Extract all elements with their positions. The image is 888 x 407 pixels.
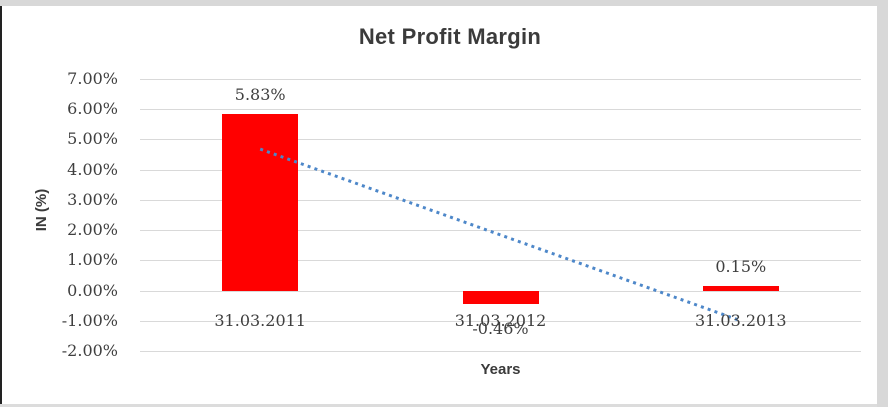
y-tick-label: 0.00% [67,280,118,300]
data-label: 5.83% [234,85,286,105]
gridline [140,79,861,80]
gridline [140,230,861,232]
bar-31.03.2013 [702,286,779,291]
chart-title: Net Profit Margin [358,24,542,49]
y-tick-label: 4.00% [67,159,118,179]
frame-top-strip [0,0,888,6]
frame-bottom-strip [0,404,877,407]
data-label: -0.46% [472,318,529,338]
y-tick-label: -1.00% [61,310,118,330]
plot-area: 5.83% 31.03.2011 -0.46% 31.03.2012 0.15% 31.0… [140,79,861,352]
y-tick-label: 7.00% [67,69,118,88]
bar-31.03.2011 [222,114,299,291]
gridline [140,139,861,141]
category-label: 31.03.2013 [694,310,787,330]
bar-31.03.2012 [462,290,539,305]
y-tick-label: 2.00% [67,220,118,240]
y-tick-label: 6.00% [67,99,118,119]
x-axis-title: Years [480,361,521,378]
category-label: 31.03.2012 [454,310,547,330]
gridline [140,320,861,322]
gridline [140,109,861,111]
y-tick-label: -2.00% [61,341,118,360]
frame-right-strip [877,0,888,407]
y-tick-label: 1.00% [67,250,118,270]
y-tick-label: 3.00% [67,189,118,209]
data-label: 0.15% [715,257,767,276]
category-label: 31.03.2011 [214,310,306,330]
trendline [259,147,742,323]
y-axis-ticks: 7.00% 6.00% 5.00% 4.00% 3.00% 2.00% 1.00% 0.00%… [0,69,118,360]
y-tick-label: 5.00% [67,129,118,149]
gridline [140,199,861,201]
frame-left-border [0,6,2,404]
gridline [140,351,861,352]
gridline [140,260,861,262]
gridline [140,169,861,171]
